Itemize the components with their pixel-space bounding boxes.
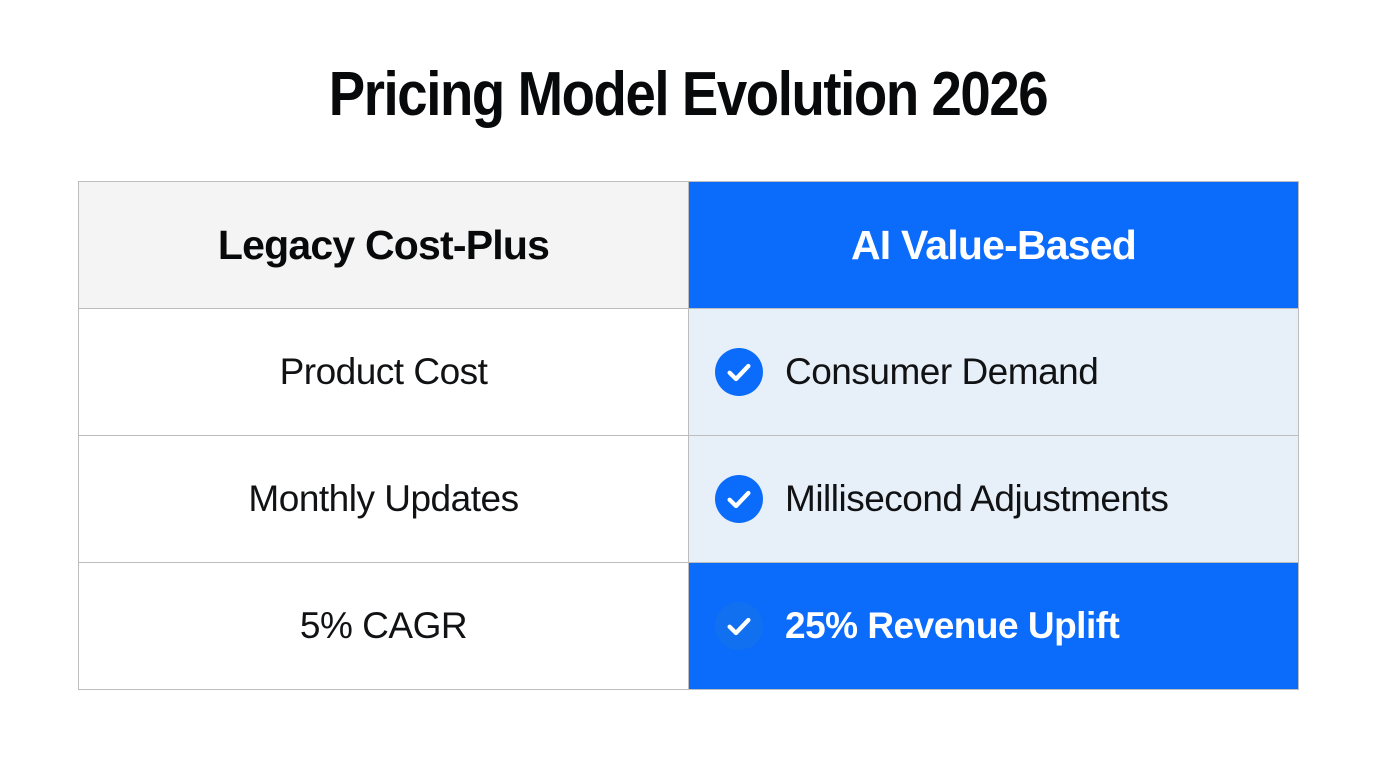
page-title: Pricing Model Evolution 2026 xyxy=(328,60,1049,129)
legacy-cell-cagr: 5% CAGR xyxy=(78,562,689,690)
ai-cell-revenue-uplift: 25% Revenue Uplift xyxy=(688,562,1299,690)
ai-cell-label: Consumer Demand xyxy=(785,351,1099,392)
ai-cell-consumer-demand: Consumer Demand xyxy=(688,308,1299,436)
legacy-cell-product-cost: Product Cost xyxy=(78,308,689,436)
legacy-cell-monthly-updates: Monthly Updates xyxy=(78,435,689,563)
ai-cell-label: 25% Revenue Uplift xyxy=(785,605,1120,646)
pricing-comparison-table: Legacy Cost-Plus AI Value-Based Product … xyxy=(78,181,1299,690)
check-circle-icon xyxy=(715,348,763,396)
column-header-ai: AI Value-Based xyxy=(688,181,1299,309)
table-row: Monthly Updates Millisecond Adjustments xyxy=(78,435,1299,563)
ai-cell-millisecond-adjustments: Millisecond Adjustments xyxy=(688,435,1299,563)
table-header-row: Legacy Cost-Plus AI Value-Based xyxy=(78,181,1299,309)
table-row: 5% CAGR 25% Revenue Uplift xyxy=(78,562,1299,690)
table-row: Product Cost Consumer Demand xyxy=(78,308,1299,436)
check-circle-icon xyxy=(715,602,763,650)
column-header-legacy: Legacy Cost-Plus xyxy=(78,181,689,309)
ai-cell-label: Millisecond Adjustments xyxy=(785,478,1169,519)
check-circle-icon xyxy=(715,475,763,523)
